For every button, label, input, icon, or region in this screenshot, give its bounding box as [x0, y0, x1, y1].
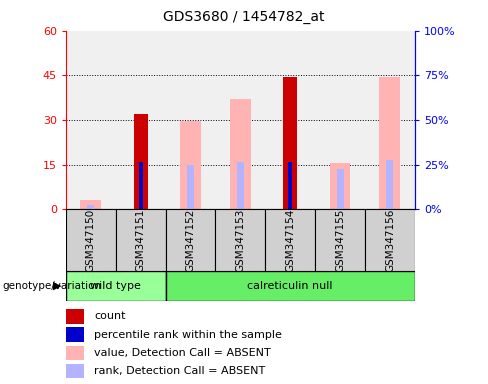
Text: genotype/variation: genotype/variation — [2, 281, 102, 291]
Bar — [230, 99, 251, 209]
Text: GSM347155: GSM347155 — [335, 208, 345, 272]
Bar — [288, 162, 292, 209]
Bar — [337, 169, 344, 209]
Bar — [134, 114, 148, 209]
Text: value, Detection Call = ABSENT: value, Detection Call = ABSENT — [94, 348, 271, 358]
Bar — [66, 309, 84, 324]
Text: GSM347153: GSM347153 — [235, 208, 245, 272]
Bar — [215, 209, 265, 271]
Text: GSM347156: GSM347156 — [385, 208, 395, 272]
Text: GSM347152: GSM347152 — [185, 208, 196, 272]
Bar — [66, 327, 84, 342]
Bar — [66, 346, 84, 360]
Text: GSM347151: GSM347151 — [136, 208, 145, 272]
Text: GSM347150: GSM347150 — [86, 209, 96, 271]
Bar — [187, 165, 194, 209]
Text: count: count — [94, 311, 126, 321]
Text: GDS3680 / 1454782_at: GDS3680 / 1454782_at — [163, 10, 325, 23]
Bar — [329, 163, 350, 209]
Bar — [87, 205, 94, 209]
Text: ▶: ▶ — [53, 281, 61, 291]
Bar — [116, 209, 165, 271]
Bar — [237, 162, 244, 209]
Bar — [283, 77, 297, 209]
Bar — [165, 271, 415, 301]
Bar — [139, 162, 142, 209]
Bar — [379, 77, 400, 209]
Bar — [386, 160, 393, 209]
Text: calreticulin null: calreticulin null — [247, 281, 333, 291]
Bar — [66, 271, 165, 301]
Text: wild type: wild type — [90, 281, 141, 291]
Text: GSM347154: GSM347154 — [285, 208, 295, 272]
Bar — [265, 209, 315, 271]
Bar — [66, 209, 116, 271]
Bar — [66, 364, 84, 378]
Bar — [180, 121, 201, 209]
Bar — [315, 209, 365, 271]
Text: rank, Detection Call = ABSENT: rank, Detection Call = ABSENT — [94, 366, 265, 376]
Text: percentile rank within the sample: percentile rank within the sample — [94, 329, 282, 339]
Bar — [365, 209, 415, 271]
Bar — [81, 200, 102, 209]
Bar — [165, 209, 215, 271]
